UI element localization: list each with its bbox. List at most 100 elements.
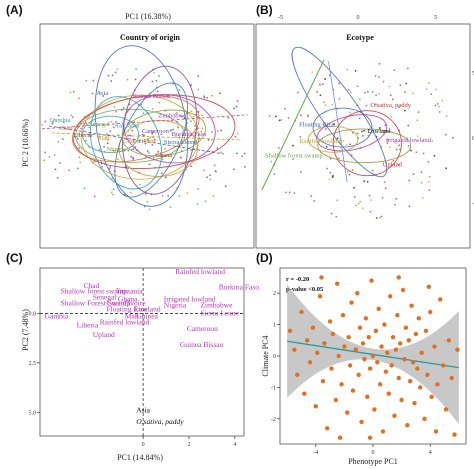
panel-a-point xyxy=(58,162,61,164)
panel-b-point xyxy=(393,69,396,72)
panel-a-point xyxy=(206,96,209,99)
panel-d-point xyxy=(385,350,390,356)
panel-d-point xyxy=(369,278,374,283)
panel-d-x-tick: 0 xyxy=(372,450,375,456)
panel-b-point xyxy=(421,196,424,199)
panel-b-point xyxy=(427,82,430,84)
panel-d-point xyxy=(397,341,403,346)
panel-b-point xyxy=(368,194,371,197)
panel-d-point xyxy=(426,284,431,290)
panel-d-point xyxy=(329,366,334,371)
panel-d-point xyxy=(373,328,379,334)
panel-a-point xyxy=(101,166,104,168)
panel-b-point xyxy=(354,70,357,72)
panel-b-point xyxy=(395,148,398,151)
panel-c-point-label: Zimbabwe xyxy=(200,301,233,310)
panel-d-y-tick: 0 xyxy=(273,354,276,360)
panel-d-point xyxy=(396,275,401,280)
panel-a-point xyxy=(194,125,196,127)
panel-d-point xyxy=(347,363,353,368)
panel-a-point xyxy=(151,107,154,110)
panel-a-point xyxy=(236,152,238,155)
panel-c-point-label: O.sativa, paddy xyxy=(136,417,184,426)
panel-d-point xyxy=(425,372,430,378)
panel-d-point xyxy=(432,344,437,349)
panel-a-point xyxy=(131,129,134,132)
panel-a-point xyxy=(181,115,184,118)
panel-a-point xyxy=(85,139,87,142)
panel-a-point xyxy=(72,90,75,93)
panel-a-guide-line xyxy=(48,125,225,155)
panel-a-point xyxy=(148,208,151,211)
panel-b-point xyxy=(324,104,327,107)
panel-a-point xyxy=(134,78,137,81)
panel-d-point xyxy=(405,422,410,428)
panel-b-point xyxy=(407,145,410,147)
panel-c-point-label: Floating Rice xyxy=(106,304,147,313)
panel-a-point xyxy=(110,191,113,194)
panel-a-point xyxy=(109,130,112,133)
panel-a-point xyxy=(44,151,47,154)
panel-b-point xyxy=(384,124,387,127)
panel-a-point xyxy=(41,124,44,126)
panel-a-group-label: Chad xyxy=(59,125,73,132)
panel-a-point xyxy=(112,188,115,191)
panel-b-point xyxy=(420,181,423,184)
panel-c-point-label: Shallow Forest Swamp xyxy=(61,299,131,308)
panel-d-point xyxy=(423,328,429,334)
panel-b-point xyxy=(434,104,437,107)
panel-b-point xyxy=(378,216,381,219)
panel-a-point xyxy=(156,90,159,93)
panel-d-point xyxy=(302,391,307,396)
panel-a-point xyxy=(177,126,179,129)
panel-b-point xyxy=(270,160,273,163)
panel-d-point xyxy=(367,435,373,440)
panel-a-point xyxy=(243,165,246,168)
panel-a-group-label: Sierra Leone xyxy=(164,139,198,146)
panel-b-point xyxy=(345,144,348,146)
panel-a-ellipse xyxy=(72,95,200,163)
panel-a-ellipse xyxy=(94,45,189,207)
panel-b-point xyxy=(445,115,448,117)
panel-a-point xyxy=(151,80,154,83)
panel-a-point xyxy=(201,114,203,117)
panel-a-point xyxy=(114,124,117,127)
panel-a-point xyxy=(201,127,204,130)
panel-a-point xyxy=(233,107,236,110)
panel-a-point xyxy=(98,91,101,94)
panel-b-point xyxy=(346,170,349,173)
panel-a-point xyxy=(210,94,213,97)
panel-d-point xyxy=(380,429,386,434)
panel-b-point xyxy=(361,207,364,210)
panel-d-point xyxy=(292,347,297,352)
panel-b-point xyxy=(422,152,425,155)
panel-b-point xyxy=(386,142,389,144)
panel-b-point xyxy=(427,181,430,184)
panel-a-ellipse xyxy=(90,96,162,190)
panel-a-frame xyxy=(39,23,255,249)
panel-c-point-label: Guinea Bissau xyxy=(180,340,224,349)
panel-b-point xyxy=(416,135,419,138)
panel-b-chart: Ecotype -5 0 5 5 0 -5 O.sativa, paddy Floating… xyxy=(255,15,474,249)
panel-a-point xyxy=(152,131,154,133)
panel-c-point-label: Irrigated lowland xyxy=(164,295,216,304)
panel-b-point xyxy=(374,74,377,77)
panel-d-point xyxy=(443,407,449,412)
panel-a-group-label: Nigeria xyxy=(106,146,126,153)
panel-a-point xyxy=(209,174,212,177)
panel-d-point xyxy=(446,338,452,343)
panel-a-point xyxy=(70,114,73,117)
panel-b-point xyxy=(371,91,374,93)
panel-d-point xyxy=(408,378,413,384)
panel-b-point xyxy=(399,84,402,86)
panel-d-point xyxy=(317,294,323,299)
panel-a-point xyxy=(172,128,174,131)
panel-b-point xyxy=(289,191,291,194)
panel-b-point xyxy=(331,103,334,106)
panel-a-point xyxy=(106,138,109,141)
panel-b-point xyxy=(300,171,302,173)
panel-c-point-label: Upland xyxy=(93,330,115,339)
panel-d-point xyxy=(333,397,338,403)
panel-a-point xyxy=(110,80,113,82)
panel-a-ellipse xyxy=(121,109,206,157)
